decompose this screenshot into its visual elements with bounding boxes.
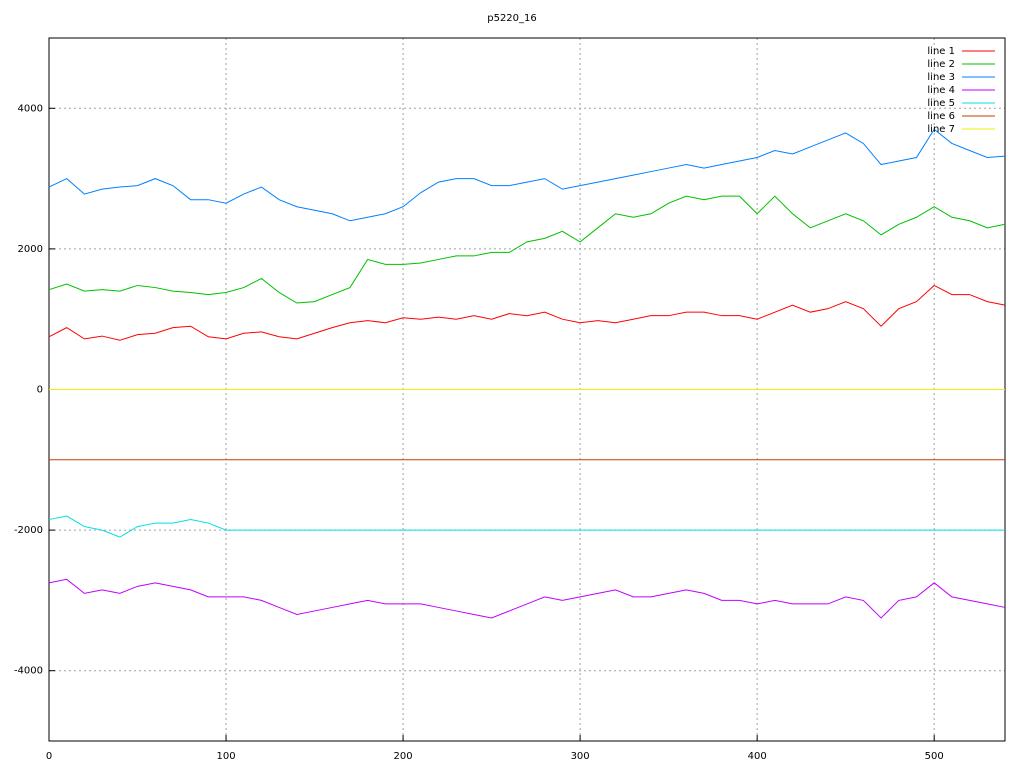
x-tick-label: 200 (394, 751, 413, 762)
legend-label: line 3 (927, 72, 955, 83)
x-tick-label: 100 (216, 751, 235, 762)
y-tick-label: -4000 (14, 666, 43, 677)
legend-label: line 6 (927, 111, 955, 122)
data-line (48, 515, 1005, 538)
y-tick-label: 0 (37, 385, 43, 396)
x-tick-label: 400 (748, 751, 767, 762)
y-tick-label: -2000 (14, 525, 43, 536)
y-tick-label: 2000 (18, 244, 43, 255)
legend-label: line 7 (927, 124, 955, 135)
legend-label: line 2 (927, 59, 955, 70)
data-line (48, 578, 1006, 619)
x-tick-label: 500 (925, 751, 944, 762)
chart-title: p5220_16 (487, 13, 537, 24)
data-line (48, 128, 1006, 222)
y-tick-label: 4000 (18, 103, 43, 114)
data-line (48, 284, 1006, 341)
legend-label: line 1 (927, 46, 955, 57)
data-line (48, 195, 1006, 304)
x-tick-label: 0 (46, 751, 52, 762)
x-tick-label: 300 (571, 751, 590, 762)
legend-label: line 5 (927, 98, 955, 109)
legend-label: line 4 (927, 85, 955, 96)
